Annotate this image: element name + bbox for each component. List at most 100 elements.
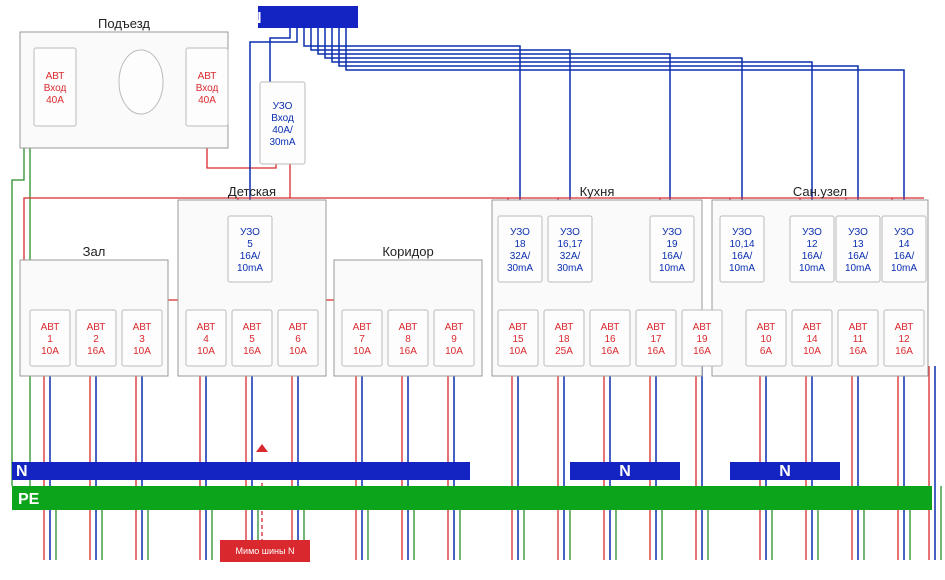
device-label: 11 [853, 334, 864, 345]
device-label: 10А [445, 346, 463, 357]
device-label: АВТ [849, 322, 868, 333]
device-label: 16A/ [662, 251, 683, 262]
wire-n-fanout [270, 28, 290, 82]
device-label: АВТ [601, 322, 620, 333]
device-label: 2 [93, 334, 99, 345]
device-label: УЗО [510, 227, 530, 238]
device-label: 1 [47, 334, 53, 345]
device-label: 10mA [237, 263, 263, 274]
room-label: Детская [228, 184, 276, 199]
device-label: 7 [359, 334, 365, 345]
device-label: УЗО [732, 227, 752, 238]
room-label: Кухня [580, 184, 615, 199]
device-label: АВТ [243, 322, 262, 333]
device-label: 30mA [507, 263, 533, 274]
bus-n-top-label: N [250, 10, 262, 27]
device-label: УЗО [662, 227, 682, 238]
device-label: 10А [803, 346, 821, 357]
device-label: 16,17 [557, 239, 582, 250]
device-label: 4 [203, 334, 209, 345]
bus-n-top [258, 6, 358, 28]
device-label: 16А [647, 346, 665, 357]
device-label: 16A/ [240, 251, 261, 262]
room-label: Зал [83, 244, 106, 259]
device-label: АВТ [87, 322, 106, 333]
device-label: УЗО [273, 101, 293, 112]
device-label: Вход [271, 113, 294, 124]
device-label: 10А [197, 346, 215, 357]
device-label: 16A/ [732, 251, 753, 262]
meter [119, 50, 163, 114]
bus-n-label: N [779, 463, 791, 480]
device-label: АВТ [803, 322, 822, 333]
wire-n-fanout [318, 28, 670, 216]
device-label: 16A/ [894, 251, 915, 262]
wire-n-fanout [304, 28, 520, 216]
device-label: 15 [512, 334, 524, 345]
wiring-diagram: NПодъездАВТВход40ААВТВход40АУЗОВход40A/3… [0, 0, 945, 580]
device-label: АВТ [757, 322, 776, 333]
device-label: 10,14 [729, 239, 754, 250]
device-label: УЗО [560, 227, 580, 238]
device-label: УЗО [240, 227, 260, 238]
bus-n [30, 462, 470, 480]
device-label: 40А [46, 95, 64, 106]
device-label: АВТ [399, 322, 418, 333]
footer-note-label: Мимо шины N [236, 546, 295, 556]
device-label: 16А [243, 346, 261, 357]
device-label: Вход [196, 83, 219, 94]
device-label: 6 [295, 334, 301, 345]
device-label: 14 [898, 239, 910, 250]
device-label: УЗО [802, 227, 822, 238]
device-label: АВТ [133, 322, 152, 333]
device-label: 16A/ [848, 251, 869, 262]
device-label: УЗО [894, 227, 914, 238]
device-label: 32A/ [560, 251, 581, 262]
device-label: АВТ [353, 322, 372, 333]
device-label: 16А [849, 346, 867, 357]
device-label: 13 [852, 239, 864, 250]
device-label: 16А [693, 346, 711, 357]
device-label: 14 [806, 334, 818, 345]
device-label: АВТ [509, 322, 528, 333]
device-label: АВТ [895, 322, 914, 333]
device-label: 12 [806, 239, 818, 250]
device-label: 10А [353, 346, 371, 357]
device-label: 16А [87, 346, 105, 357]
device-label: АВТ [197, 322, 216, 333]
device-label: 16 [604, 334, 616, 345]
device-label: АВТ [46, 71, 65, 82]
device-label: 10А [41, 346, 59, 357]
device-label: 16А [399, 346, 417, 357]
device-label: 6А [760, 346, 773, 357]
device-label: АВТ [289, 322, 308, 333]
bus-pe-label: PE [18, 491, 40, 508]
room-label: Сан.узел [793, 184, 847, 199]
device-label: 3 [139, 334, 145, 345]
bus-n-label: N [16, 463, 28, 480]
device-label: АВТ [445, 322, 464, 333]
device-label: 17 [650, 334, 662, 345]
device-label: 40A/ [272, 125, 293, 136]
device-label: 16A/ [802, 251, 823, 262]
device-label: 10mA [891, 263, 917, 274]
device-label: 10mA [659, 263, 685, 274]
device-label: 19 [696, 334, 708, 345]
device-label: 10 [760, 334, 772, 345]
device-label: 10mA [799, 263, 825, 274]
device-label: 9 [451, 334, 457, 345]
wire-n-fanout [311, 28, 570, 216]
bus-pe [12, 486, 932, 510]
device-label: АВТ [647, 322, 666, 333]
room-label: Коридор [382, 244, 433, 259]
device-label: 10mA [845, 263, 871, 274]
device-label: 10А [289, 346, 307, 357]
device-label: 10mA [729, 263, 755, 274]
device-label: АВТ [555, 322, 574, 333]
device-label: 18 [558, 334, 570, 345]
device-label: 40А [198, 95, 216, 106]
device-label: 5 [249, 334, 255, 345]
device-label: 19 [666, 239, 678, 250]
device-label: АВТ [693, 322, 712, 333]
wire-n-fanout [332, 28, 812, 216]
